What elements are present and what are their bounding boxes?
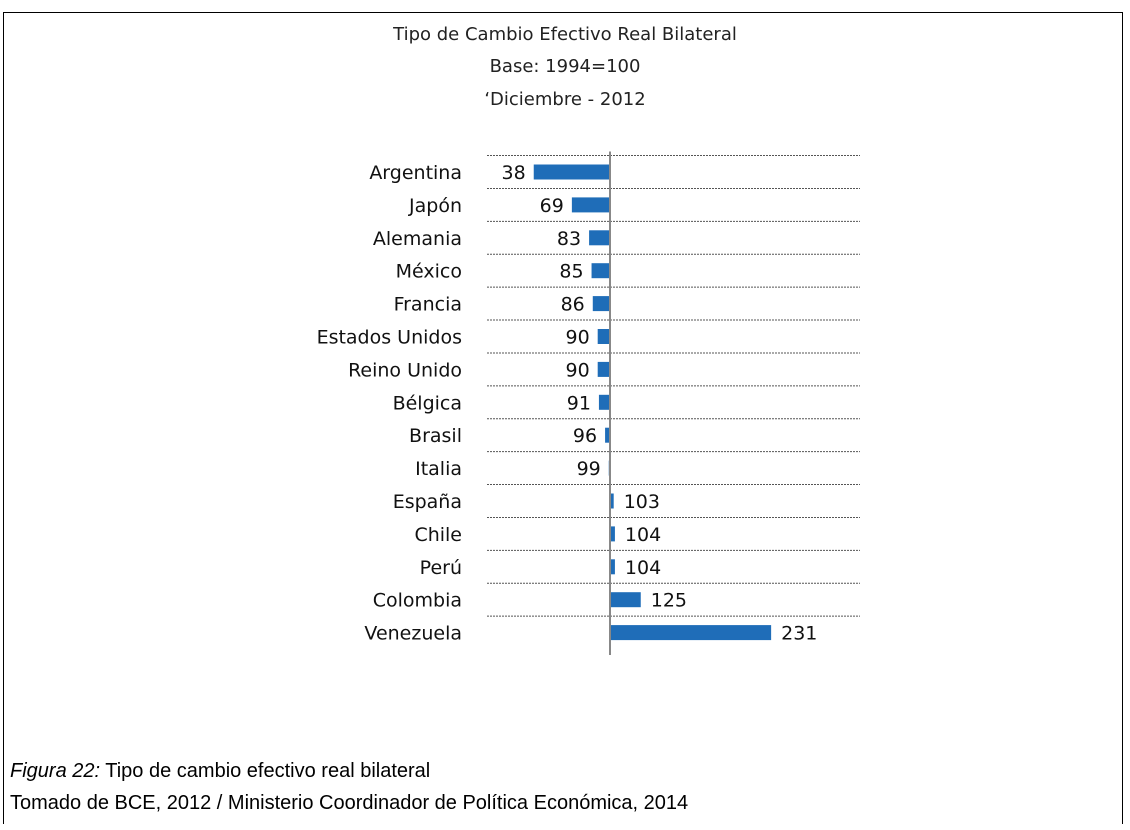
bar bbox=[598, 394, 610, 410]
category-label: Perú bbox=[420, 557, 462, 579]
bar bbox=[533, 164, 610, 180]
figure-frame bbox=[3, 12, 1123, 824]
category-label: España bbox=[393, 491, 462, 513]
category-label: Argentina bbox=[369, 162, 462, 184]
data-label: 83 bbox=[557, 228, 581, 250]
data-label: 85 bbox=[559, 261, 583, 283]
figure-caption: Figura 22: Tipo de cambio efectivo real … bbox=[10, 760, 430, 783]
data-label: 69 bbox=[540, 195, 564, 217]
figure-caption-text: Tipo de cambio efectivo real bilateral bbox=[100, 760, 431, 782]
category-label: Italia bbox=[415, 458, 462, 480]
data-label: 104 bbox=[625, 524, 661, 546]
chart-subtitle-base: Base: 1994=100 bbox=[489, 56, 641, 77]
data-label: 125 bbox=[651, 590, 687, 612]
bar bbox=[597, 361, 610, 377]
data-label: 103 bbox=[624, 491, 660, 513]
category-label: Bélgica bbox=[393, 392, 462, 414]
bar bbox=[605, 427, 610, 443]
data-label: 104 bbox=[625, 557, 661, 579]
bar bbox=[571, 197, 610, 213]
data-label: 231 bbox=[781, 623, 817, 645]
data-label: 86 bbox=[561, 294, 585, 316]
bar bbox=[592, 296, 610, 312]
bar bbox=[591, 263, 610, 279]
chart-title: Tipo de Cambio Efectivo Real Bilateral bbox=[393, 24, 737, 45]
bar bbox=[610, 625, 772, 641]
bar bbox=[610, 526, 615, 542]
bar bbox=[610, 493, 614, 509]
bar bbox=[589, 230, 610, 246]
category-label: Chile bbox=[414, 524, 462, 546]
category-label: Venezuela bbox=[364, 623, 462, 645]
category-label: Francia bbox=[394, 294, 462, 316]
category-label: Alemania bbox=[373, 228, 462, 250]
bar bbox=[610, 559, 615, 575]
figure-source: Tomado de BCE, 2012 / Ministerio Coordin… bbox=[10, 792, 689, 814]
category-label: Japón bbox=[408, 195, 462, 217]
category-label: Estados Unidos bbox=[317, 327, 462, 349]
bar bbox=[610, 592, 641, 608]
category-label: Brasil bbox=[409, 425, 462, 447]
data-label: 99 bbox=[577, 458, 601, 480]
chart-subtitle-date: ‘Diciembre - 2012 bbox=[484, 89, 646, 110]
data-label: 91 bbox=[567, 392, 591, 414]
category-label: Reino Unido bbox=[348, 359, 462, 381]
data-label: 90 bbox=[566, 327, 590, 349]
category-label: México bbox=[396, 261, 462, 283]
bar bbox=[597, 329, 610, 344]
category-label: Colombia bbox=[373, 590, 462, 612]
data-label: 96 bbox=[573, 425, 597, 447]
data-label: 90 bbox=[566, 359, 590, 381]
data-label: 38 bbox=[502, 162, 526, 184]
figure-label: Figura 22: bbox=[10, 760, 101, 782]
